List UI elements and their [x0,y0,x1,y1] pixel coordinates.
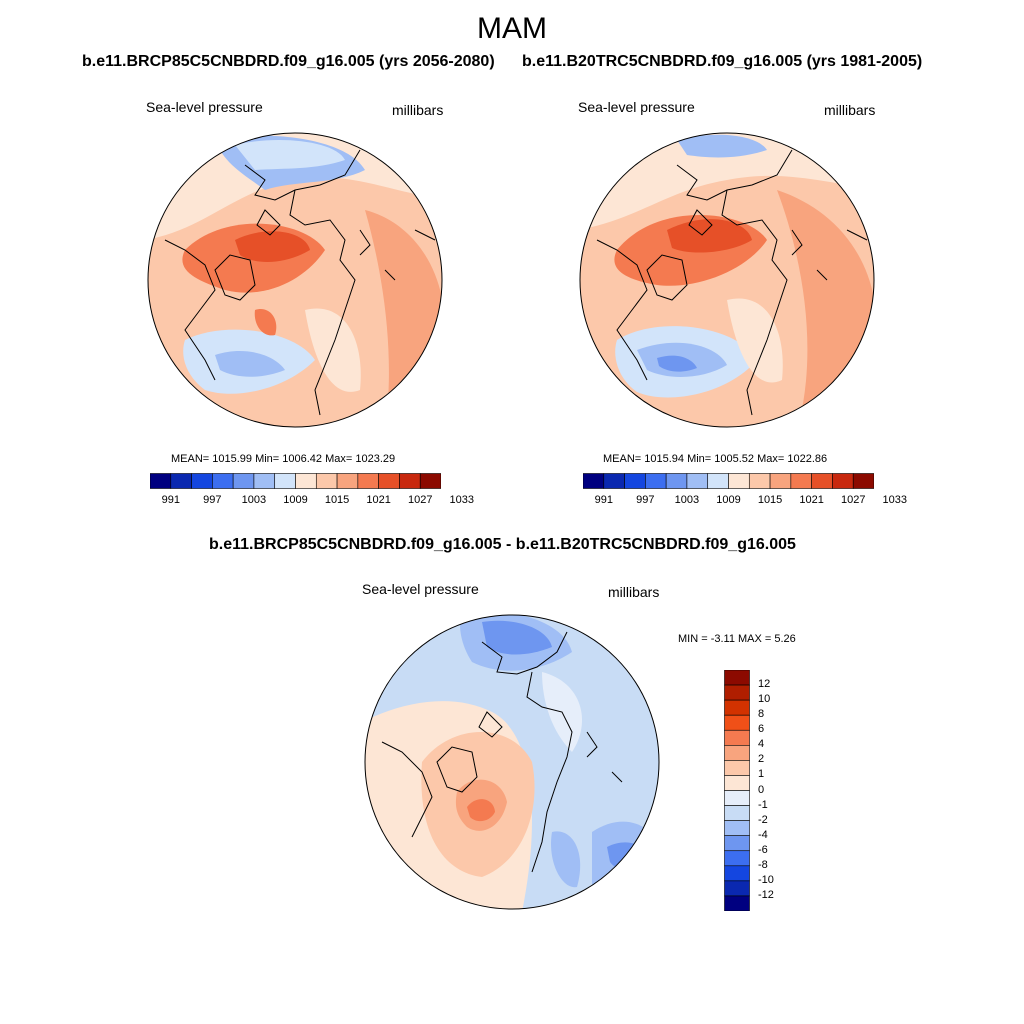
right-colorbar-labels: 991 997 1003 1009 1015 1021 1027 1033 [583,494,907,508]
colorbar-box [707,473,729,489]
right-panel-case-title: b.e11.B20TRC5CNBDRD.f09_g16.005 (yrs 198… [522,53,923,70]
diff-panel-variable: Sea-level pressure [362,581,479,597]
colorbar-box [724,670,750,686]
colorbar-box [724,745,750,761]
left-panel-units: millibars [392,102,444,118]
colorbar-tick-label: 2 [758,753,765,766]
figure-title: MAM [477,12,547,45]
colorbar-box [724,820,750,836]
colorbar-tick-label: 991 [594,494,613,506]
colorbar-tick-label: -2 [758,813,768,826]
colorbar-tick-label: 1009 [283,494,308,506]
colorbar-box [645,473,667,489]
colorbar-tick-label: 1 [758,768,765,781]
colorbar-box [212,473,234,489]
colorbar-tick-label: 1021 [366,494,391,506]
colorbar-tick-label: 1003 [241,494,267,506]
left-colorbar-labels: 991 997 1003 1009 1015 1021 1027 1033 [150,494,474,508]
colorbar-box [724,880,750,897]
colorbar-box [724,775,750,791]
diff-colorbar [724,670,750,911]
colorbar-tick-label: 6 [758,723,765,736]
colorbar-box [624,473,646,489]
colorbar-tick-label: 0 [758,783,765,796]
colorbar-box [295,473,317,489]
colorbar-box [724,760,750,776]
colorbar-box [724,714,750,731]
colorbar-box [686,473,709,489]
colorbar-box [724,850,750,867]
colorbar-tick-label: 1021 [799,494,824,506]
diff-panel-units: millibars [608,584,660,600]
colorbar-box [724,729,750,746]
left-colorbar [150,473,441,489]
colorbar-box [724,699,750,716]
colorbar-box [232,473,255,489]
colorbar-tick-label: 997 [636,494,655,506]
colorbar-box [583,473,605,489]
colorbar-box [419,473,441,489]
diff-panel-minmax: MIN = -3.11 MAX = 5.26 [678,633,796,645]
colorbar-tick-label: 997 [203,494,222,506]
colorbar-box [150,473,172,489]
colorbar-box [748,473,771,489]
colorbar-tick-label: 1027 [407,494,433,506]
diff-polar-map [364,614,660,910]
colorbar-tick-label: -12 [758,888,774,901]
right-panel-units: millibars [824,102,876,118]
colorbar-box [603,473,625,489]
colorbar-box [253,473,276,489]
colorbar-tick-label: 1015 [757,494,783,506]
colorbar-tick-label: 1027 [840,494,866,506]
colorbar-box [378,473,400,489]
right-colorbar [583,473,874,489]
colorbar-box [399,473,421,489]
left-panel-variable: Sea-level pressure [146,99,263,115]
colorbar-tick-label: 1009 [716,494,741,506]
colorbar-tick-label: 1033 [882,494,908,506]
diff-panel-case-title: b.e11.BRCP85C5CNBDRD.f09_g16.005 - b.e11… [209,536,796,553]
left-panel-stats: MEAN= 1015.99 Min= 1006.42 Max= 1023.29 [171,453,396,465]
left-polar-map [147,132,443,428]
colorbar-box [357,473,379,489]
colorbar-box [724,684,750,701]
colorbar-box [724,865,750,882]
colorbar-tick-label: 991 [161,494,180,506]
colorbar-box [170,473,192,489]
colorbar-box [811,473,833,489]
colorbar-tick-label: -4 [758,828,768,841]
colorbar-box [832,473,854,489]
colorbar-tick-label: -1 [758,798,768,811]
colorbar-box [852,473,874,489]
colorbar-box [336,473,359,489]
colorbar-box [274,473,296,489]
colorbar-tick-label: 8 [758,708,765,721]
colorbar-box [724,805,750,821]
colorbar-tick-label: 10 [758,693,771,706]
colorbar-box [191,473,213,489]
colorbar-box [724,790,750,806]
right-polar-map [579,132,875,428]
colorbar-box [315,473,338,489]
colorbar-box [769,473,792,489]
colorbar-box [724,835,750,852]
colorbar-tick-label: -10 [758,873,774,886]
colorbar-tick-label: 1015 [324,494,350,506]
right-panel-variable: Sea-level pressure [578,99,695,115]
colorbar-tick-label: 1033 [449,494,475,506]
left-panel-case-title: b.e11.BRCP85C5CNBDRD.f09_g16.005 (yrs 20… [82,53,495,70]
diff-colorbar-labels: 12 10 8 6 4 2 1 0 -1 -2 -4 -6 -8 -10 -12 [758,670,798,911]
colorbar-tick-label: 1003 [674,494,700,506]
colorbar-box [724,895,750,911]
colorbar-tick-label: -6 [758,843,768,856]
colorbar-box [665,473,688,489]
right-panel-stats: MEAN= 1015.94 Min= 1005.52 Max= 1022.86 [603,453,828,465]
colorbar-tick-label: 4 [758,738,765,751]
colorbar-tick-label: -8 [758,858,768,871]
colorbar-box [728,473,750,489]
colorbar-box [790,473,812,489]
colorbar-tick-label: 12 [758,678,771,691]
